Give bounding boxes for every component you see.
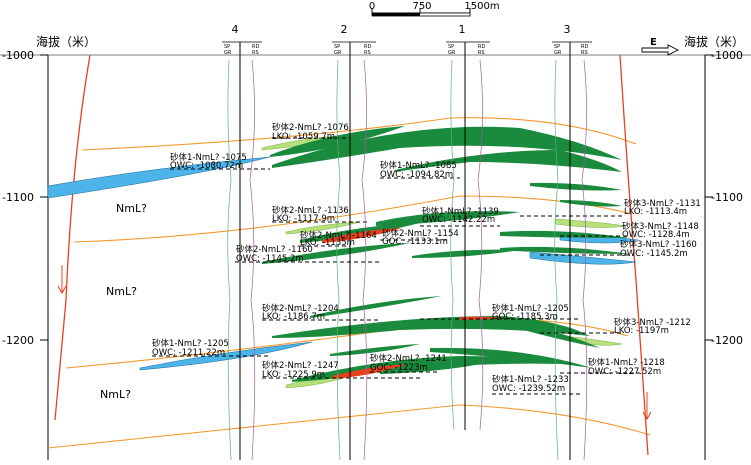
annotation-line: GOC: -1133.1m (382, 237, 448, 247)
annotation-line: 砂体2-NmL? -1247 (262, 360, 339, 371)
annotation-line: 砂体1-NmL? -1205 (152, 338, 229, 349)
well-curve-rs: RS (252, 50, 259, 56)
well-label: 4 (232, 23, 239, 36)
well-1[interactable]: 1 SP GR RD RS (446, 23, 490, 431)
direction-label: E (650, 37, 657, 48)
right-tick-1100: -1100 (711, 191, 743, 204)
annotation-line: 砂体3-NmL? -1131 (624, 198, 701, 209)
annotations: 砂体2-NmL? -1076 LKO: -1059.7m 砂体1-NmL? -1… (152, 122, 701, 394)
well-curve-rd: RD (252, 44, 259, 50)
right-axis-title: 海拔（米） (684, 34, 744, 49)
annotation-line: LKO: -1197m (614, 326, 669, 336)
annotation-line: 砂体2-NmL? -1241 (370, 353, 447, 364)
gas-sands (322, 228, 505, 379)
annotation-line: LKO: -1186.7m (262, 312, 325, 322)
well-label: 3 (564, 23, 571, 36)
annotation-line: OWC: -1142.22m (422, 215, 495, 225)
well-curve-gr: GR (554, 50, 562, 56)
well-label: 2 (341, 23, 348, 36)
scale-bar: 0 750 1500m (369, 1, 500, 17)
well-label: 1 (459, 23, 466, 36)
annotation-line: 砂体1-NmL? -1205 (492, 303, 569, 314)
well-curve-gr: GR (334, 50, 342, 56)
well-curve-rd: RD (364, 44, 371, 50)
left-tick-1200: -1200 (2, 334, 34, 347)
annotation-line: OWC: -1128.4m (622, 230, 690, 240)
annotation-line: LKO: -1225.9m (262, 370, 325, 380)
left-axis-title: 海拔（米） (36, 34, 96, 49)
formation-label: NmL? (116, 202, 147, 215)
right-tick-1000: -1000 (711, 49, 743, 62)
contact-lines (152, 137, 640, 395)
annotation-line: 砂体2-NmL? -1136 (272, 205, 349, 216)
annotation-line: 砂体3-NmL? -1160 (620, 239, 697, 250)
well-curve-sp: SP (334, 44, 340, 50)
left-tick-1000: -1000 (2, 49, 34, 62)
well-curve-rs: RS (478, 50, 485, 56)
well-4[interactable]: 4 SP GR RD RS (222, 23, 262, 461)
annotation-line: 砂体1-NmL? -1085 (380, 160, 457, 171)
annotation-line: 砂体3-NmL? -1148 (622, 221, 699, 232)
annotation-line: LKO: -1059.7m (272, 132, 335, 142)
well-curve-sp: SP (554, 44, 560, 50)
right-tick-1200: -1200 (711, 334, 743, 347)
well-3[interactable]: 3 SP GR RD RS (552, 23, 592, 461)
annotation-line: 砂体1-NmL? -1139 (422, 206, 499, 217)
well-2[interactable]: 2 SP GR RD RS (332, 23, 376, 461)
annotation-line: OWC: -1227.52m (588, 367, 661, 377)
scale-label-750: 750 (412, 1, 431, 12)
annotation-line: GOC: -1185.3m (492, 312, 558, 322)
annotation-line: OWC: -1211.22m (152, 348, 225, 358)
annotation-line: LKO: -1135m (300, 238, 355, 248)
formation-label: NmL? (106, 285, 137, 298)
well-curve-sp: SP (448, 44, 454, 50)
annotation-line: GOC: -1223m (370, 363, 428, 373)
left-tick-1100: -1100 (2, 191, 34, 204)
fault-arrow-right (642, 392, 652, 421)
annotation-line: 砂体1-NmL? -1218 (588, 357, 665, 368)
scale-label-1500: 1500m (464, 1, 499, 12)
fault-arrow-left (57, 265, 67, 295)
well-curve-rd: RD (478, 44, 485, 50)
annotation-line: LKO: -1117.9m (272, 214, 335, 224)
formation-label: NmL? (100, 388, 131, 401)
annotation-line: 砂体2-NmL? -1154 (382, 228, 459, 239)
well-curve-rs: RS (581, 50, 588, 56)
annotation-line: 砂体1-NmL? -1075 (170, 152, 247, 163)
direction-arrow: E (641, 37, 680, 56)
water-sands (47, 156, 639, 371)
annotation-line: LKO: -1113.4m (624, 207, 687, 217)
annotation-line: OWC: -1145.2m (236, 254, 304, 264)
horizons (47, 117, 651, 449)
left-axis: -1000 -1100 -1200 (2, 49, 48, 347)
scale-label-0: 0 (369, 1, 375, 12)
annotation-line: 砂体2-NmL? -1076 (272, 122, 349, 133)
well-curve-rs: RS (364, 50, 371, 56)
annotation-line: 砂体2-NmL? -1204 (262, 303, 339, 314)
annotation-line: 砂体1-NmL? -1233 (492, 374, 569, 385)
well-curve-sp: SP (224, 44, 230, 50)
annotation-line: OWC: -1080.72m (170, 161, 243, 171)
annotation-line: 砂体2-NmL? -1164 (300, 230, 377, 241)
annotation-line: OWC: -1145.2m (620, 249, 688, 259)
well-curve-rd: RD (581, 44, 588, 50)
faults (54, 54, 649, 456)
annotation-line: 砂体2-NmL? -1160 (236, 244, 313, 255)
annotation-line: OWC: -1094.82m (380, 170, 453, 180)
well-curve-gr: GR (224, 50, 232, 56)
annotation-line: 砂体3-NmL? -1212 (614, 317, 691, 328)
annotation-line: OWC: -1239.52m (492, 384, 565, 394)
right-axis: -1000 -1100 -1200 (705, 49, 743, 347)
oil-sands (262, 126, 630, 382)
well-curve-gr: GR (448, 50, 456, 56)
